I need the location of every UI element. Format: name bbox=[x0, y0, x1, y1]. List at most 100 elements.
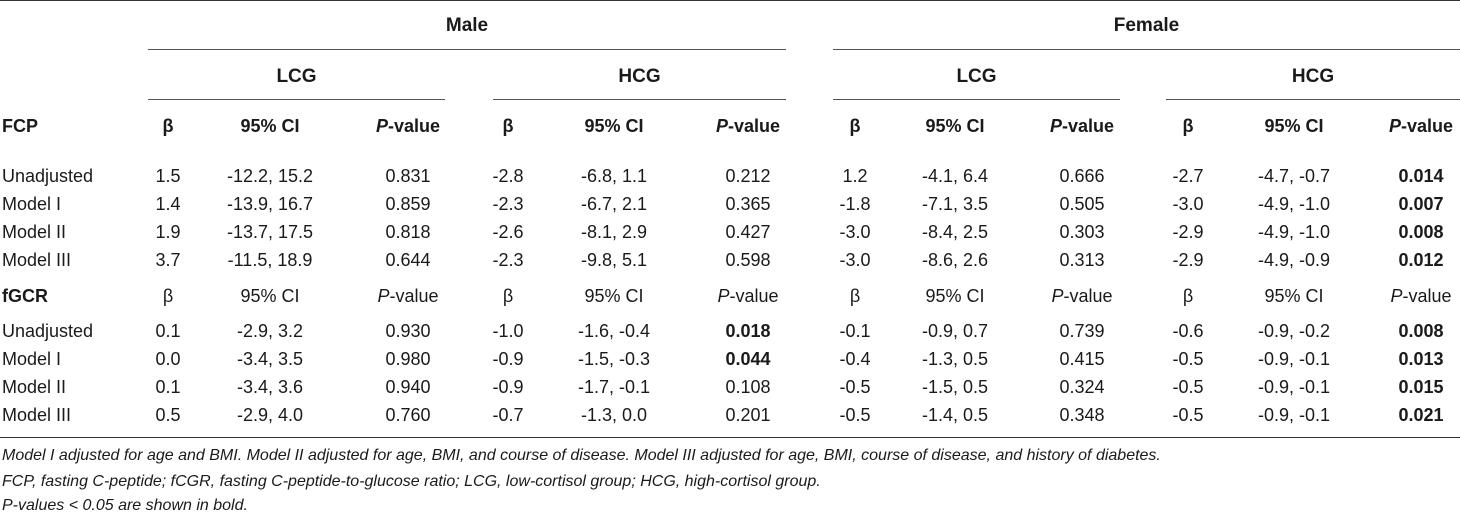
table-bottom-rule bbox=[0, 437, 1460, 438]
fgcr-header-row: fGCR β 95% CI P-value β 95% CI P-value β… bbox=[0, 283, 1460, 309]
female-lcg-rule bbox=[833, 99, 1120, 100]
table-cell: 0.013 bbox=[1398, 349, 1444, 369]
fcp-label: FCP bbox=[2, 116, 38, 136]
beta-header: β bbox=[502, 286, 514, 306]
p-value-header: P-value bbox=[377, 286, 439, 306]
table-cell: -0.9 bbox=[492, 377, 524, 397]
ci-header: 95% CI bbox=[925, 286, 985, 306]
table-top-rule bbox=[0, 0, 1460, 1]
table-cell: -8.1, 2.9 bbox=[580, 222, 648, 242]
table-cell: 1.4 bbox=[155, 194, 181, 214]
table-cell: 0.201 bbox=[725, 405, 771, 425]
male-hcg-header: HCG bbox=[618, 66, 661, 87]
table-cell: -0.1 bbox=[839, 321, 871, 341]
table-cell: 0.021 bbox=[1398, 405, 1444, 425]
ci-header: 95% CI bbox=[240, 116, 300, 136]
row-label: Model II bbox=[2, 222, 67, 242]
row-label: Model III bbox=[2, 405, 72, 425]
beta-header: β bbox=[162, 116, 174, 136]
table-cell: 0.008 bbox=[1398, 321, 1444, 341]
table-cell: -6.7, 2.1 bbox=[580, 194, 648, 214]
table-cell: -2.8 bbox=[492, 166, 524, 186]
table-cell: -2.9, 3.2 bbox=[236, 321, 304, 341]
table-cell: -1.8 bbox=[839, 194, 871, 214]
table-row: Model II 1.9 -13.7, 17.5 0.818 -2.6 -8.1, 2.9… bbox=[0, 219, 1460, 245]
table-cell: -1.0 bbox=[492, 321, 524, 341]
table-cell: -1.6, -0.4 bbox=[577, 321, 651, 341]
table-cell: -11.5, 18.9 bbox=[227, 250, 313, 270]
ci-header: 95% CI bbox=[1264, 116, 1324, 136]
p-value-header: P-value bbox=[717, 286, 779, 306]
footnote-bold: P-values < 0.05 are shown in bold. bbox=[2, 497, 248, 514]
table-cell: -0.5 bbox=[839, 377, 871, 397]
table-cell: 0.108 bbox=[725, 377, 771, 397]
p-value-header: P-value bbox=[1051, 286, 1113, 306]
table-cell: 0.831 bbox=[385, 166, 431, 186]
beta-header: β bbox=[849, 116, 861, 136]
table-row: Model III 0.5 -2.9, 4.0 0.760 -0.7 -1.3, 0.0 0… bbox=[0, 402, 1460, 428]
p-value-header: P-value bbox=[1390, 286, 1452, 306]
table-cell: 0.324 bbox=[1059, 377, 1105, 397]
beta-header: β bbox=[849, 286, 861, 306]
table-cell: -2.6 bbox=[492, 222, 524, 242]
table-cell: 1.5 bbox=[155, 166, 181, 186]
table-row: Model III 3.7 -11.5, 18.9 0.644 -2.3 -9.8, 5.… bbox=[0, 247, 1460, 273]
male-header: Male bbox=[445, 15, 489, 36]
table-cell: 0.644 bbox=[385, 250, 431, 270]
table-cell: -0.5 bbox=[839, 405, 871, 425]
table-row: Unadjusted 1.5 -12.2, 15.2 0.831 -2.8 -6.8, 1… bbox=[0, 163, 1460, 189]
table-cell: 0.818 bbox=[385, 222, 431, 242]
table-cell: 0.859 bbox=[385, 194, 431, 214]
fgcr-label: fGCR bbox=[2, 286, 48, 306]
table-cell: 0.760 bbox=[385, 405, 431, 425]
table-cell: -3.4, 3.6 bbox=[236, 377, 304, 397]
ci-header: 95% CI bbox=[925, 116, 985, 136]
table-cell: -3.0 bbox=[839, 222, 871, 242]
table-cell: 0.980 bbox=[385, 349, 431, 369]
table-cell: 0.303 bbox=[1059, 222, 1105, 242]
table-cell: 0.505 bbox=[1059, 194, 1105, 214]
table-cell: 1.2 bbox=[842, 166, 868, 186]
table-cell: -1.5, 0.5 bbox=[921, 377, 989, 397]
table-cell: -4.9, -1.0 bbox=[1257, 222, 1331, 242]
fcp-header-row: FCP β 95% CI P-value β 95% CI P-value β … bbox=[0, 113, 1460, 139]
table-cell: -13.7, 17.5 bbox=[226, 222, 314, 242]
footnote-abbreviations: FCP, fasting C-peptide; fCGR, fasting C-… bbox=[2, 473, 821, 490]
table-cell: -0.6 bbox=[1172, 321, 1204, 341]
ci-header: 95% CI bbox=[584, 116, 644, 136]
table-cell: 3.7 bbox=[155, 250, 181, 270]
male-lcg-rule bbox=[148, 99, 445, 100]
row-label: Model II bbox=[2, 377, 67, 397]
female-hcg-rule bbox=[1166, 99, 1460, 100]
table-cell: -0.9, -0.2 bbox=[1257, 321, 1331, 341]
table-cell: -2.9 bbox=[1172, 222, 1204, 242]
ci-header: 95% CI bbox=[1264, 286, 1324, 306]
male-hcg-rule bbox=[493, 99, 786, 100]
table-cell: 0.598 bbox=[725, 250, 771, 270]
table-cell: 0.007 bbox=[1398, 194, 1444, 214]
row-label: Unadjusted bbox=[2, 166, 94, 186]
table-cell: -12.2, 15.2 bbox=[226, 166, 314, 186]
table-cell: 0.348 bbox=[1059, 405, 1105, 425]
table-cell: 0.365 bbox=[725, 194, 771, 214]
table-cell: 0.015 bbox=[1398, 377, 1444, 397]
table-cell: -4.1, 6.4 bbox=[921, 166, 989, 186]
table-cell: -0.9, 0.7 bbox=[921, 321, 989, 341]
table-cell: -1.5, -0.3 bbox=[577, 349, 651, 369]
female-hcg-header: HCG bbox=[1291, 66, 1335, 87]
table-cell: -0.9, -0.1 bbox=[1257, 405, 1331, 425]
table-cell: -6.8, 1.1 bbox=[580, 166, 648, 186]
table-cell: 0.666 bbox=[1059, 166, 1105, 186]
table-cell: -0.4 bbox=[839, 349, 871, 369]
beta-header: β bbox=[1182, 116, 1194, 136]
table-cell: -1.7, -0.1 bbox=[577, 377, 651, 397]
row-label: Unadjusted bbox=[2, 321, 94, 341]
table-cell: -3.0 bbox=[1172, 194, 1204, 214]
table-cell: 0.012 bbox=[1398, 250, 1444, 270]
table-cell: 0.212 bbox=[725, 166, 771, 186]
table-cell: 0.1 bbox=[155, 377, 181, 397]
table-cell: 0.313 bbox=[1059, 250, 1105, 270]
table-cell: -0.5 bbox=[1172, 405, 1204, 425]
table-cell: -7.1, 3.5 bbox=[921, 194, 989, 214]
table-cell: -2.7 bbox=[1172, 166, 1204, 186]
